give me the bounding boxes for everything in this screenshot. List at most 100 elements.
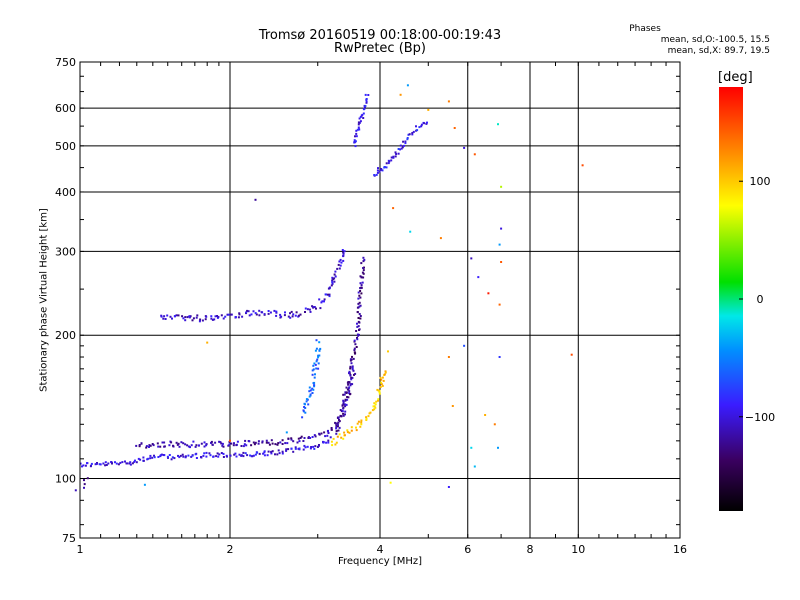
trace-point: [304, 311, 306, 313]
y-tick-label: 75: [62, 532, 76, 545]
trace-point: [205, 315, 208, 318]
trace-point: [178, 445, 181, 448]
trace-point: [352, 357, 355, 360]
trace-point: [338, 267, 341, 270]
trace-point: [359, 317, 362, 320]
trace-point: [420, 123, 423, 126]
trace-point: [203, 445, 206, 448]
trace-point: [340, 436, 343, 439]
trace-point: [317, 362, 320, 365]
trace-point: [202, 454, 205, 457]
trace-point: [182, 442, 185, 445]
trace-point: [181, 315, 184, 318]
trace-point: [360, 419, 363, 422]
trace-point: [244, 439, 247, 442]
trace-point: [354, 343, 357, 346]
trace-point: [171, 456, 174, 459]
trace-point: [401, 146, 404, 149]
trace-point: [344, 405, 347, 408]
trace-point: [342, 254, 345, 257]
trace-point: [184, 319, 187, 322]
trace-point: [354, 352, 357, 355]
trace-point: [274, 453, 276, 456]
trace-point: [221, 444, 224, 447]
trace-point: [205, 443, 208, 446]
trace-point: [252, 441, 255, 444]
trace-point: [267, 450, 270, 453]
trace-point: [83, 483, 86, 486]
trace-point: [411, 133, 414, 136]
phases-o-stats: mean, sd,O:-100.5, 15.5: [660, 35, 770, 45]
trace-point: [350, 358, 353, 361]
trace-point: [218, 440, 221, 443]
trace-point: [418, 126, 421, 129]
trace-point: [281, 439, 284, 442]
scatter-point: [451, 405, 454, 407]
colorbar-tick-label: −100: [745, 411, 775, 424]
trace-point: [360, 276, 363, 279]
trace-point: [426, 121, 428, 124]
trace-point: [274, 443, 277, 446]
colorbar-tick-label: 0: [757, 293, 764, 306]
trace-point: [294, 446, 297, 449]
trace-point: [361, 281, 364, 284]
trace-point: [404, 140, 407, 143]
trace-point: [338, 419, 340, 421]
trace-point: [94, 463, 97, 466]
trace-point: [117, 463, 120, 466]
trace-point: [306, 308, 309, 311]
trace-point: [238, 453, 241, 456]
trace-point: [217, 455, 220, 458]
trace-point: [246, 454, 249, 457]
scatter-point: [447, 356, 450, 358]
trace-point: [357, 420, 360, 423]
trace-point: [188, 316, 191, 319]
trace-point: [351, 376, 354, 379]
trace-point: [199, 318, 202, 321]
trace-point: [292, 440, 295, 443]
trace-point: [235, 444, 238, 447]
trace-point: [237, 316, 240, 319]
trace-point: [356, 128, 359, 131]
trace-point: [289, 316, 292, 319]
trace-point: [216, 452, 219, 455]
trace-point: [341, 404, 344, 407]
trace-point: [201, 319, 204, 322]
trace-point: [362, 256, 365, 259]
trace-point: [392, 155, 395, 158]
trace-point: [338, 420, 341, 423]
scatter-point: [447, 486, 450, 488]
trace-point: [271, 450, 274, 453]
trace-point: [342, 251, 345, 254]
trace-point: [159, 445, 162, 448]
trace-point: [280, 315, 283, 318]
trace-point: [309, 447, 312, 450]
trace-point: [360, 286, 363, 289]
trace-point: [318, 433, 321, 436]
trace-point: [333, 277, 336, 280]
trace-point: [228, 440, 231, 443]
trace-point: [357, 126, 360, 129]
trace-point: [308, 395, 311, 398]
trace-point: [326, 430, 329, 433]
scatter-point: [399, 93, 402, 96]
trace-point: [137, 457, 140, 460]
trace-point: [384, 371, 387, 374]
trace-point: [222, 317, 225, 320]
trace-point: [356, 338, 359, 341]
y-tick-label: 500: [55, 140, 76, 153]
trace-point: [227, 313, 230, 316]
trace-point: [167, 456, 169, 459]
trace-point: [224, 315, 227, 318]
scatter-point: [406, 84, 409, 87]
trace-point: [342, 252, 345, 255]
trace-point: [189, 315, 192, 318]
trace-point: [325, 441, 328, 444]
trace-point: [131, 462, 134, 465]
trace-point: [335, 432, 338, 435]
trace-point: [365, 419, 368, 421]
trace-point: [337, 263, 340, 266]
trace-point: [328, 286, 331, 289]
trace-point: [134, 459, 136, 462]
scatter-point: [387, 350, 389, 353]
